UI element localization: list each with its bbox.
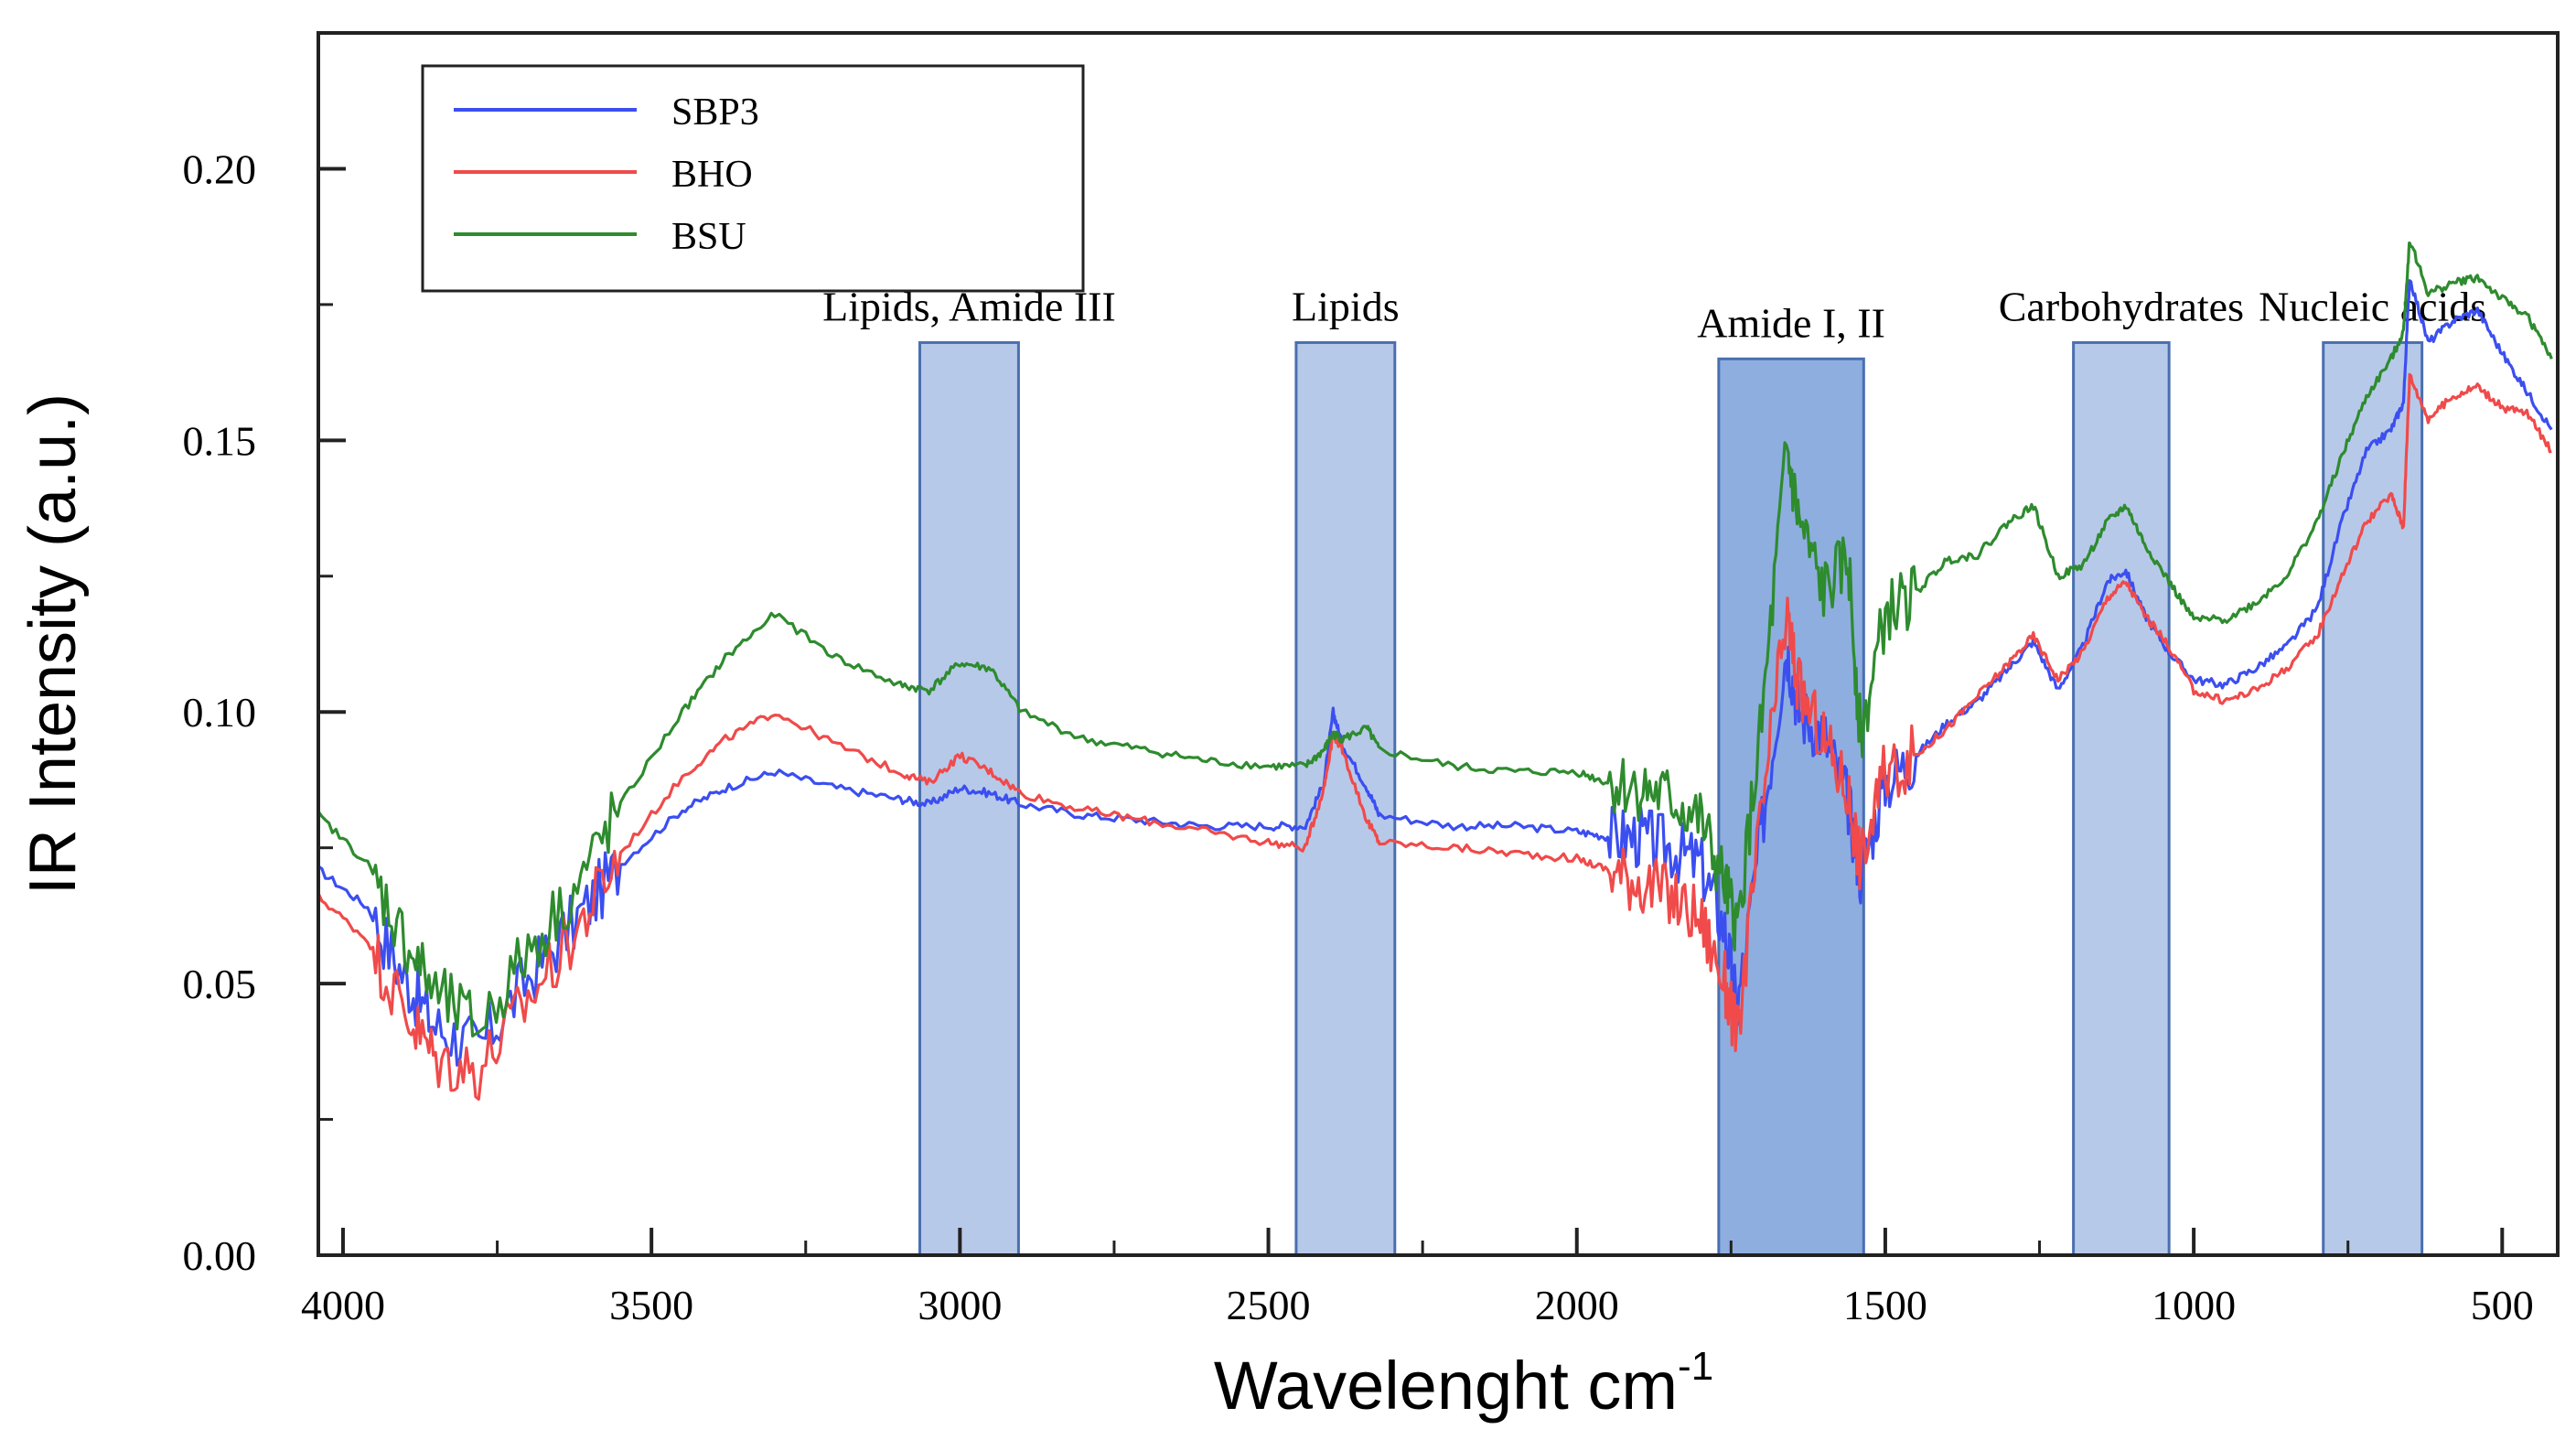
- plot-frame: [317, 31, 2560, 1257]
- legend-label: BSU: [671, 216, 746, 258]
- x-tick-label: 2000: [1535, 1282, 1619, 1328]
- x-tick-label: 3000: [918, 1282, 1002, 1328]
- x-tick-label: 1000: [2152, 1282, 2236, 1328]
- y-tick-label: 0.20: [183, 145, 257, 192]
- legend-label: BHO: [671, 154, 753, 196]
- y-tick-label: 0.00: [183, 1232, 257, 1279]
- x-axis-label-text: Wavelenght cm: [1214, 1348, 1678, 1424]
- y-tick-label: 0.05: [183, 961, 257, 1007]
- x-tick-label: 500: [2471, 1282, 2534, 1328]
- region-band: [1294, 340, 1397, 1257]
- x-axis-label: Wavelenght cm-1: [1214, 1344, 1713, 1424]
- series-line-bho: [317, 372, 2552, 1101]
- x-tick-label: 1500: [1843, 1282, 1927, 1328]
- region-label: Nucleic acids: [2259, 283, 2486, 329]
- region-label: Amide I, II: [1697, 299, 1885, 346]
- highlight-regions: Lipids, Amide III Lipids Amide I, II Carboh…: [822, 283, 2486, 1257]
- y-axis-label: IR Intensity (a.u.): [16, 393, 90, 895]
- region-band: [1717, 357, 1865, 1257]
- region-label: Lipids: [1292, 283, 1400, 329]
- x-axis-label-superscript: -1: [1678, 1344, 1713, 1389]
- data-series: [317, 242, 2553, 1101]
- legend: SBP3 BHO BSU: [421, 64, 1085, 293]
- legend-box: [421, 64, 1085, 293]
- x-tick-label: 2500: [1227, 1282, 1311, 1328]
- y-tick-label: 0.10: [183, 689, 257, 736]
- x-tick-label: 4000: [301, 1282, 385, 1328]
- region-label: Carbohydrates: [1999, 283, 2244, 329]
- region-band: [2322, 340, 2424, 1257]
- series-line-sbp3: [317, 279, 2553, 1067]
- x-tick-label: 3500: [609, 1282, 693, 1328]
- series-line-bsu: [317, 242, 2553, 1037]
- axes: 0.00 0.05 0.10 0.15 0.20 4000 3500 3000 2500 2000…: [183, 145, 2534, 1328]
- region-band: [2072, 340, 2171, 1257]
- y-tick-label: 0.15: [183, 417, 257, 464]
- legend-label: SBP3: [671, 91, 759, 134]
